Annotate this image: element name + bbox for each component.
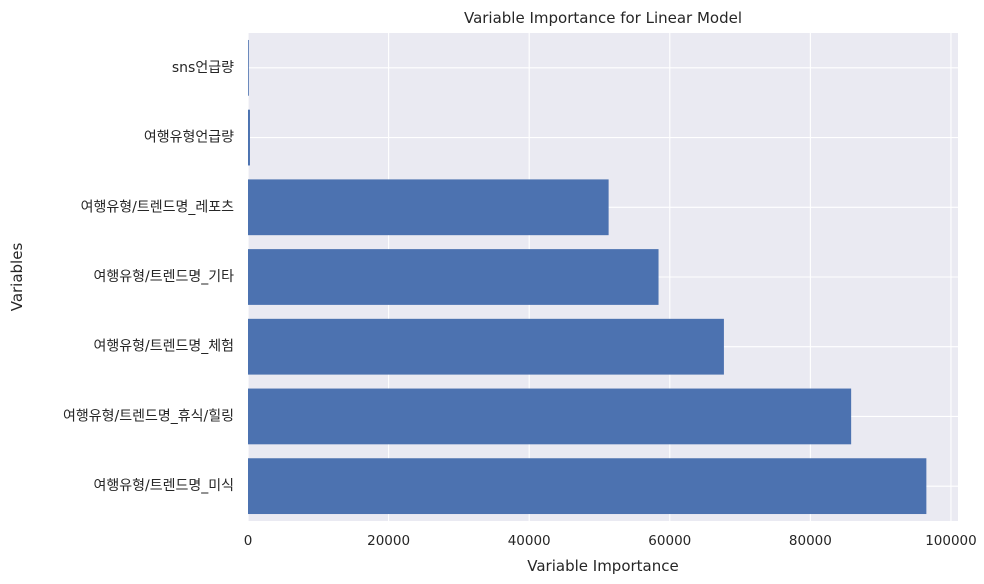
bar bbox=[248, 249, 659, 305]
bar bbox=[248, 458, 927, 515]
bar bbox=[248, 39, 249, 96]
x-tick-label: 80000 bbox=[789, 533, 832, 549]
x-tick-label: 100000 bbox=[925, 533, 977, 549]
y-tick-label: 여행유형/트렌드명_체험 bbox=[93, 339, 234, 355]
bar bbox=[248, 179, 609, 236]
x-axis-ticks: 0 20000 40000 60000 80000 100000 bbox=[244, 533, 977, 549]
y-tick-label: 여행유형/트렌드명_레포츠 bbox=[81, 199, 235, 215]
y-tick-label: 여행유형/트렌드명_휴식/힐링 bbox=[63, 408, 234, 424]
x-tick-label: 0 bbox=[244, 533, 253, 549]
y-tick-label: 여행유형/트렌드명_미식 bbox=[93, 478, 234, 494]
x-tick-label: 60000 bbox=[648, 533, 691, 549]
y-axis-categories: 여행유형/트렌드명_미식 여행유형/트렌드명_휴식/힐링 여행유형/트렌드명_체험 여… bbox=[63, 60, 234, 494]
bar bbox=[248, 388, 852, 445]
bar bbox=[248, 109, 250, 166]
x-axis-label: Variable Importance bbox=[527, 557, 678, 575]
y-tick-label: 여행유형언급량 bbox=[144, 130, 234, 146]
bars bbox=[248, 39, 927, 515]
x-tick-label: 40000 bbox=[508, 533, 551, 549]
y-tick-label: sns언급량 bbox=[172, 60, 234, 76]
bar bbox=[248, 318, 724, 375]
chart-title: Variable Importance for Linear Model bbox=[464, 9, 742, 27]
x-tick-label: 20000 bbox=[367, 533, 410, 549]
y-tick-label: 여행유형/트렌드명_기타 bbox=[93, 269, 234, 285]
y-axis-label: Variables bbox=[8, 243, 26, 312]
